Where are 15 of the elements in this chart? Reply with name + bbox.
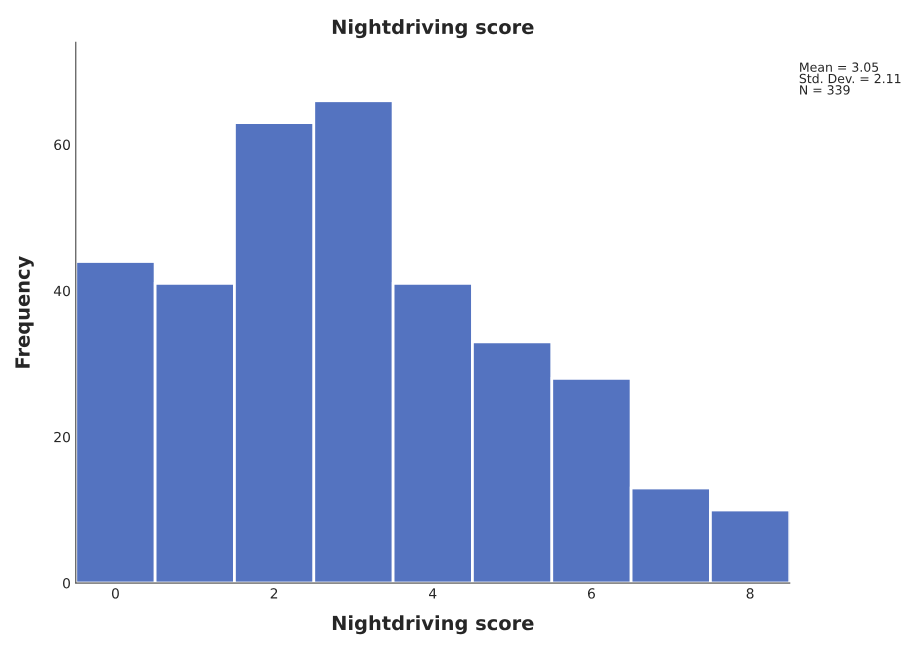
text: Mean = 3.05 [800,62,878,72]
x-tick-label: 2 [270,588,278,598]
text: N = 339 [800,85,850,95]
chart-title: Nightdriving score [332,19,534,38]
y-tick-label: 40 [54,286,70,296]
y-tick-label: 60 [54,140,70,150]
x-axis-title: Nightdriving score [332,615,534,634]
y-axis-title: Frequency [15,256,34,368]
x-tick-label: 0 [112,588,119,599]
x-tick-label: 8 [746,588,754,599]
x-tick-label: 4 [429,588,436,598]
y-tick-label: 0 [62,578,70,589]
x-tick-label: 6 [588,588,595,599]
text: Std. Dev. = 2.11 [800,74,900,84]
y-tick-label: 20 [54,432,70,442]
